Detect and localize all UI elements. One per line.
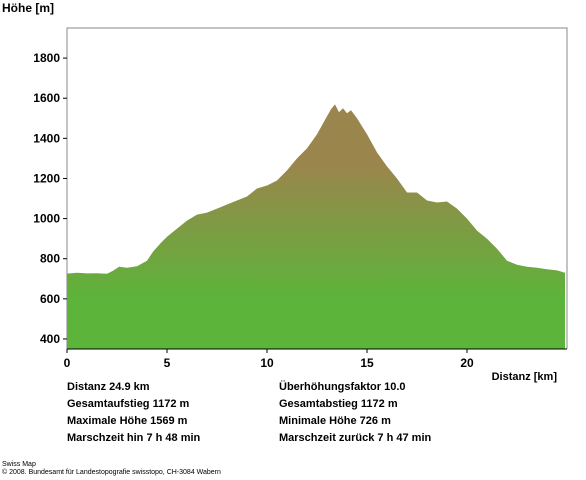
stat-max-altitude: Maximale Höhe 1569 m (67, 415, 188, 427)
y-axis-label: Höhe [m] (2, 1, 54, 15)
footer-title: Swiss Map (2, 461, 36, 468)
x-tick-label: 0 (64, 356, 71, 370)
x-tick-label: 15 (360, 356, 374, 370)
x-tick-label: 20 (460, 356, 474, 370)
elevation-area (67, 104, 565, 350)
y-tick-label: 1800 (33, 51, 60, 65)
y-tick-label: 800 (40, 252, 60, 266)
footer-copyright: © 2008. Bundesamt für Landestopografie s… (2, 469, 221, 476)
stat-walking-time-out: Marschzeit hin 7 h 48 min (67, 432, 201, 444)
x-tick-label: 10 (260, 356, 274, 370)
y-tick-label: 400 (40, 332, 60, 346)
y-tick-label: 1600 (33, 91, 60, 105)
x-axis-label: Distanz [km] (491, 371, 557, 383)
stat-total-ascent: Gesamtaufstieg 1172 m (67, 398, 190, 410)
y-tick-label: 1200 (33, 171, 60, 185)
elevation-chart: 400 600 800 1000 1200 1400 1600 1800 0 5 10 15 20 (33, 27, 568, 370)
plot-frame (66, 27, 568, 349)
stat-min-altitude: Minimale Höhe 726 m (279, 415, 391, 427)
stat-distance: Distanz 24.9 km (67, 381, 150, 393)
stat-exaggeration-factor: Überhöhungsfaktor 10.0 (279, 381, 406, 393)
stats-right: Überhöhungsfaktor 10.0 Gesamtabstieg 117… (279, 379, 431, 447)
x-tick-label: 5 (164, 356, 171, 370)
stat-walking-time-back: Marschzeit zurück 7 h 47 min (279, 432, 432, 444)
y-tick-label: 1000 (33, 212, 60, 226)
y-tick-label: 1400 (33, 131, 60, 145)
y-tick-label: 600 (40, 292, 60, 306)
stats-left: Distanz 24.9 km Gesamtaufstieg 1172 m Ma… (67, 379, 200, 447)
stat-total-descent: Gesamtabstieg 1172 m (279, 398, 398, 410)
